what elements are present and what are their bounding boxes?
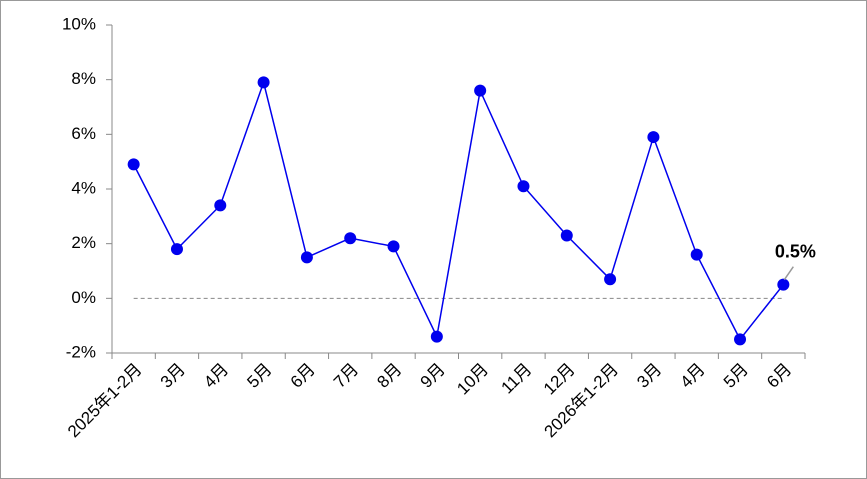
- point: [734, 333, 747, 346]
- y-tick-label: -2%: [66, 342, 96, 361]
- point: [560, 229, 573, 242]
- value-label: 0.5%: [775, 241, 816, 261]
- series-line: [132, 79, 784, 341]
- y-tick-label: 8%: [71, 69, 96, 88]
- point: [127, 158, 140, 171]
- point: [474, 84, 487, 97]
- label-leader: [783, 266, 794, 281]
- point: [300, 251, 313, 264]
- point: [257, 76, 270, 89]
- point: [387, 240, 400, 253]
- y-tick-label: 10%: [62, 14, 96, 33]
- point: [170, 243, 183, 256]
- point: [777, 278, 790, 291]
- point: [690, 248, 703, 261]
- y-tick-label: 6%: [71, 124, 96, 143]
- point: [517, 180, 530, 193]
- point: [647, 131, 660, 144]
- point: [430, 330, 443, 343]
- point: [344, 232, 357, 245]
- point: [604, 273, 617, 286]
- y-tick-label: 4%: [71, 178, 96, 197]
- y-tick-label: 0%: [71, 288, 96, 307]
- point: [214, 199, 227, 212]
- y-tick-label: 2%: [71, 233, 96, 252]
